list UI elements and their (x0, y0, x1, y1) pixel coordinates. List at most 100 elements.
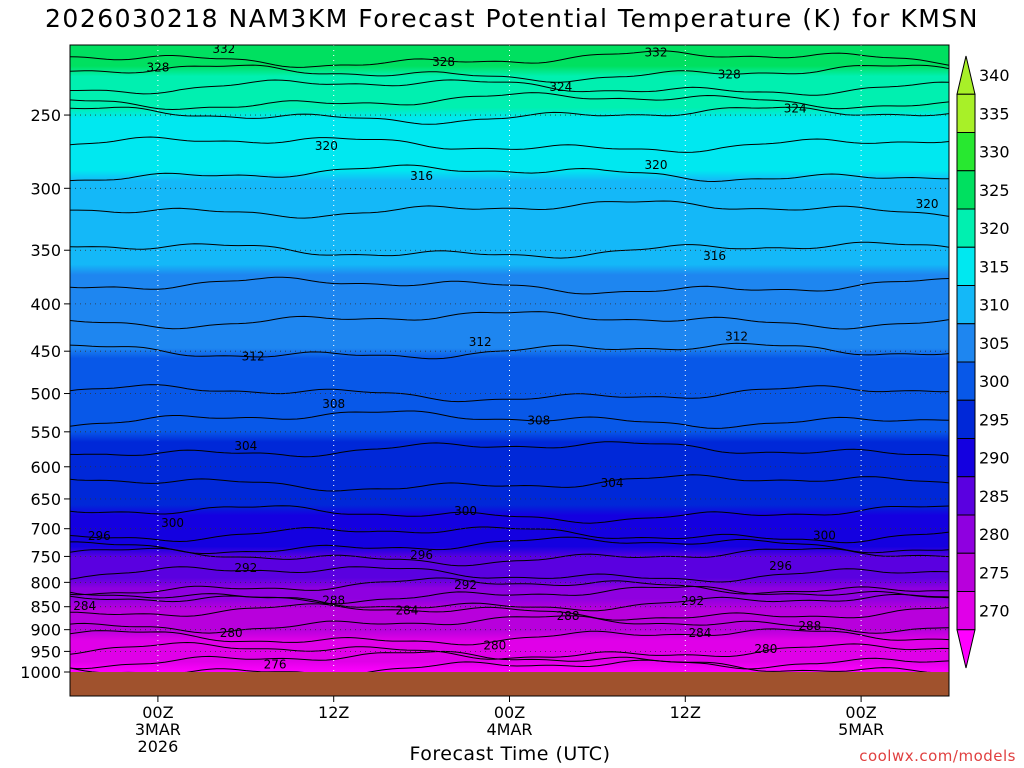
x-tick-label: 00Z (494, 703, 525, 722)
contour-label: 288 (322, 594, 345, 608)
contour-label: 292 (234, 561, 257, 575)
contour-label: 304 (601, 476, 624, 490)
chart-title: 2026030218 NAM3KM Forecast Potential Tem… (45, 4, 979, 33)
colorbar-box (956, 132, 976, 172)
contour-label: 312 (725, 330, 748, 344)
isentrope-284 (70, 603, 949, 621)
y-tick-label: 550 (30, 423, 61, 442)
colorbar-label: 330 (979, 143, 1010, 162)
isentrope-308 (70, 384, 949, 403)
colorbar-label: 305 (979, 334, 1010, 353)
contour-label: 300 (161, 516, 184, 530)
isentrope-320 (70, 164, 949, 183)
contour-label: 328 (718, 67, 741, 81)
colorbar-box (956, 208, 976, 248)
x-tick-label: 5MAR (838, 720, 884, 739)
x-tick-label: 12Z (670, 703, 701, 722)
ground-below-surface (70, 672, 949, 696)
y-tick-label: 500 (30, 385, 61, 404)
colorbar-box (956, 361, 976, 401)
colorbar-box (956, 591, 976, 631)
contour-label: 300 (454, 504, 477, 518)
contour-label: 284 (395, 603, 418, 617)
x-tick-label: 2026 (138, 737, 179, 756)
colorbar-box (956, 438, 976, 478)
contour-label: 300 (813, 529, 836, 543)
x-tick-label: 12Z (318, 703, 349, 722)
contour-label: 328 (432, 55, 455, 69)
colorbar-box (956, 399, 976, 439)
contour-label: 296 (410, 548, 433, 562)
y-tick-label: 950 (30, 642, 61, 661)
contour-label: 320 (315, 139, 338, 153)
colorbar-label: 340 (979, 66, 1010, 85)
colorbar-label: 270 (979, 602, 1010, 621)
contour-label: 288 (557, 609, 580, 623)
isentrope-304 (70, 441, 949, 458)
contour-label: 332 (645, 46, 668, 60)
isentrope-332 (70, 50, 949, 68)
isentrope-292 (70, 566, 949, 583)
colorbar-box (956, 552, 976, 592)
colorbar-box (956, 476, 976, 516)
isentrope-324 (70, 106, 949, 125)
x-tick-label: 4MAR (486, 720, 532, 739)
colorbar-label: 275 (979, 563, 1010, 582)
x-tick-label: 3MAR (135, 720, 181, 739)
contour-label: 296 (769, 559, 792, 573)
contour-label: 288 (798, 619, 821, 633)
colorbar-box (956, 323, 976, 363)
colorbar-bottom-arrow (956, 629, 976, 669)
y-tick-label: 800 (30, 573, 61, 592)
contour-label: 320 (916, 197, 939, 211)
contour-label: 316 (410, 169, 433, 183)
colorbar-label: 310 (979, 296, 1010, 315)
isentrope-326 (70, 92, 949, 111)
contour-label: 316 (703, 249, 726, 263)
contour-label: 280 (483, 638, 506, 652)
plot-area: 332 328 328 332 328 324 324 320 320 316 320 316 312 3… (70, 45, 949, 672)
contour-label: 284 (73, 599, 96, 613)
colorbar-box (956, 285, 976, 325)
colorbar-box (956, 93, 976, 133)
contour-label: 308 (322, 397, 345, 411)
y-tick-label: 1000 (20, 663, 61, 682)
contour-label: 312 (469, 335, 492, 349)
contour-labels: 332 328 328 332 328 324 324 320 320 316 320 316 312 3… (73, 45, 939, 672)
isentrope-306 (70, 410, 949, 429)
colorbar-box (956, 246, 976, 286)
contour-label: 296 (88, 529, 111, 543)
isentrope-318 (70, 200, 949, 219)
colorbar-label: 280 (979, 525, 1010, 544)
isentrope-294 (70, 547, 949, 567)
contour-label: 280 (754, 642, 777, 656)
isentrope-278 (70, 641, 949, 660)
y-tick-label: 650 (30, 490, 61, 509)
colorbar: 270 275 280 285 290 295 300 305 310 315 320 325 330 3… (956, 55, 1010, 669)
isentrope-276 (70, 650, 949, 670)
contour-label: 324 (784, 102, 807, 116)
y-tick-label: 400 (30, 295, 61, 314)
contour-label: 284 (688, 626, 711, 640)
x-tick-label: 00Z (845, 703, 876, 722)
colorbar-box (956, 170, 976, 210)
colorbar-label: 335 (979, 104, 1010, 123)
colorbar-label: 295 (979, 410, 1010, 429)
y-tick-label: 750 (30, 547, 61, 566)
isentrope-322 (70, 136, 949, 153)
contour-label: 308 (527, 414, 550, 428)
y-tick-label: 300 (30, 179, 61, 198)
contour-label: 292 (454, 578, 477, 592)
contour-label: 280 (220, 626, 243, 640)
isentrope-286 (70, 593, 949, 612)
colorbar-label: 320 (979, 219, 1010, 238)
colorbar-label: 285 (979, 487, 1010, 506)
isentrope-316 (70, 241, 949, 259)
y-tick-label: 250 (30, 106, 61, 125)
isentrope-312 (70, 311, 949, 330)
y-tick-label: 450 (30, 342, 61, 361)
y-tick-label: 850 (30, 598, 61, 617)
x-axis-label: Forecast Time (UTC) (409, 743, 611, 765)
